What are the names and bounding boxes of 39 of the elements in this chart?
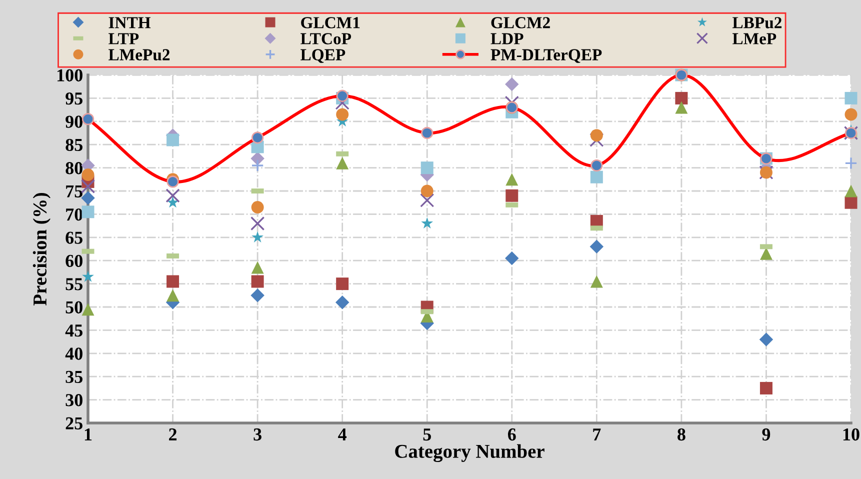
- x-tick-label: 5: [423, 428, 431, 441]
- legend-label: INTH: [108, 17, 151, 28]
- legend-label: LDP: [490, 33, 524, 44]
- legend-label: LMePu2: [108, 49, 170, 60]
- y-tick-label: 50: [66, 301, 82, 314]
- x-tick-label: 4: [338, 428, 347, 440]
- x-tick-label: 7: [593, 428, 601, 440]
- y-tick-label: 85: [66, 138, 82, 152]
- legend-label: GLCM1: [301, 17, 360, 28]
- x-tick-label: 8: [678, 428, 686, 441]
- y-tick-label: 80: [66, 162, 82, 174]
- y-tick-label: 40: [65, 348, 82, 360]
- y-tick-label: 35: [66, 370, 82, 384]
- x-axis-title: Category Number: [395, 444, 544, 462]
- y-tick-label: 60: [66, 254, 82, 268]
- y-tick-label: 30: [66, 394, 82, 406]
- x-tick-label: 1: [84, 428, 92, 440]
- legend-label: LTCoP: [300, 33, 352, 44]
- legend-label: LBPu2: [732, 17, 782, 28]
- x-tick-label: 10: [843, 428, 860, 441]
- y-tick-label: 65: [66, 232, 82, 244]
- y-tick-label: 55: [66, 278, 82, 290]
- x-tick-label: 9: [762, 428, 770, 441]
- x-tick-label: 3: [254, 428, 262, 441]
- y-tick-label: 90: [66, 116, 82, 128]
- y-tick-label: 45: [65, 324, 82, 337]
- y-tick-label: 25: [66, 417, 82, 430]
- y-tick-label: 95: [66, 92, 82, 105]
- y-axis-title: Precision (%): [32, 193, 50, 306]
- y-tick-label: 70: [66, 208, 82, 221]
- legend-label: LTP: [108, 33, 139, 44]
- x-tick-label: 6: [508, 428, 516, 441]
- legend-label: PM-DLTerQEP: [490, 49, 602, 63]
- legend-label: GLCM2: [491, 17, 550, 28]
- x-tick-label: 2: [169, 428, 177, 440]
- y-tick-label: 100: [58, 69, 82, 82]
- legend-label: LQEP: [300, 49, 346, 63]
- y-tick-label: 75: [66, 185, 82, 198]
- legend-label: LMeP: [732, 33, 776, 44]
